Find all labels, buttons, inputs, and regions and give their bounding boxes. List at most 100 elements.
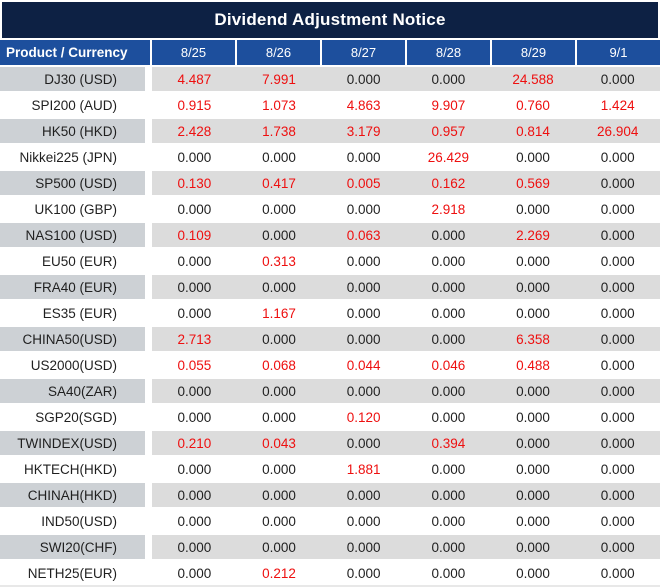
column-header-date: 8/26 — [235, 40, 320, 65]
table-row: TWINDEX(USD) 0.210 0.043 0.000 0.394 0.000 0.0… — [0, 429, 660, 455]
value-cell: 0.000 — [321, 379, 407, 403]
value-cell: 4.863 — [321, 93, 407, 117]
value-cell: 0.109 — [152, 223, 237, 247]
value-cell: 0.957 — [406, 119, 491, 143]
value-cell: 0.000 — [406, 379, 491, 403]
value-cell: 0.000 — [236, 457, 322, 481]
value-cell: 0.000 — [152, 483, 237, 507]
product-cell: ES35 (EUR) — [0, 301, 152, 325]
value-cell: 0.000 — [321, 535, 407, 559]
value-cell: 1.738 — [236, 119, 322, 143]
product-cell: SGP20(SGD) — [0, 405, 152, 429]
value-cell: 0.000 — [406, 249, 491, 273]
value-cell: 0.000 — [575, 457, 660, 481]
value-cell: 0.000 — [236, 405, 322, 429]
value-cell: 0.000 — [152, 379, 237, 403]
value-cell: 0.000 — [575, 171, 660, 195]
table-row: SWI20(CHF) 0.000 0.000 0.000 0.000 0.000 0.000 — [0, 533, 660, 559]
value-cell: 0.043 — [236, 431, 322, 455]
value-cell: 2.918 — [406, 197, 491, 221]
value-cell: 0.000 — [321, 327, 407, 351]
value-cell: 0.814 — [490, 119, 576, 143]
value-cell: 0.000 — [575, 561, 660, 585]
value-cell: 0.000 — [490, 431, 576, 455]
value-cell: 0.000 — [406, 405, 491, 429]
column-header-date: 8/28 — [405, 40, 490, 65]
table-row: NAS100 (USD) 0.109 0.000 0.063 0.000 2.269 0.0… — [0, 221, 660, 247]
value-cell: 0.000 — [406, 67, 491, 91]
product-cell: SP500 (USD) — [0, 171, 152, 195]
table-row: US2000(USD) 0.055 0.068 0.044 0.046 0.488 0.00… — [0, 351, 660, 377]
table-row: HKTECH(HKD) 0.000 0.000 1.881 0.000 0.000 0.00… — [0, 455, 660, 481]
value-cell: 0.000 — [490, 379, 576, 403]
table-row: IND50(USD) 0.000 0.000 0.000 0.000 0.000 0.000 — [0, 507, 660, 533]
value-cell: 0.000 — [406, 561, 491, 585]
product-cell: Nikkei225 (JPN) — [0, 145, 152, 169]
value-cell: 0.000 — [321, 431, 407, 455]
value-cell: 0.000 — [236, 197, 322, 221]
table-row: CHINAH(HKD) 0.000 0.000 0.000 0.000 0.000 0.00… — [0, 481, 660, 507]
value-cell: 0.760 — [490, 93, 576, 117]
value-cell: 0.000 — [406, 275, 491, 299]
table-row: SGP20(SGD) 0.000 0.000 0.120 0.000 0.000 0.000 — [0, 403, 660, 429]
value-cell: 0.000 — [236, 509, 322, 533]
value-cell: 0.044 — [321, 353, 407, 377]
value-cell: 26.904 — [575, 119, 660, 143]
value-cell: 0.569 — [490, 171, 576, 195]
page-title: Dividend Adjustment Notice — [214, 10, 446, 29]
value-cell: 2.713 — [152, 327, 237, 351]
value-cell: 0.417 — [236, 171, 322, 195]
value-cell: 0.068 — [236, 353, 322, 377]
value-cell: 0.000 — [490, 483, 576, 507]
product-cell: SA40(ZAR) — [0, 379, 152, 403]
value-cell: 0.000 — [575, 327, 660, 351]
value-cell: 0.000 — [490, 535, 576, 559]
value-cell: 2.428 — [152, 119, 237, 143]
value-cell: 0.000 — [152, 145, 237, 169]
value-cell: 0.000 — [406, 223, 491, 247]
value-cell: 0.000 — [575, 535, 660, 559]
column-header-date: 8/27 — [320, 40, 405, 65]
value-cell: 0.000 — [321, 249, 407, 273]
product-cell: FRA40 (EUR) — [0, 275, 152, 299]
value-cell: 0.000 — [152, 509, 237, 533]
value-cell: 0.313 — [236, 249, 322, 273]
value-cell: 0.162 — [406, 171, 491, 195]
value-cell: 1.167 — [236, 301, 322, 325]
value-cell: 0.000 — [406, 483, 491, 507]
value-cell: 0.000 — [490, 275, 576, 299]
value-cell: 0.394 — [406, 431, 491, 455]
value-cell: 0.000 — [321, 275, 407, 299]
product-cell: TWINDEX(USD) — [0, 431, 152, 455]
table-row: EU50 (EUR) 0.000 0.313 0.000 0.000 0.000 0.000 — [0, 247, 660, 273]
column-header-date: 8/29 — [490, 40, 575, 65]
value-cell: 9.907 — [406, 93, 491, 117]
table-row: HK50 (HKD) 2.428 1.738 3.179 0.957 0.814 26.90… — [0, 117, 660, 143]
value-cell: 0.000 — [490, 301, 576, 325]
table-row: DJ30 (USD) 4.487 7.991 0.000 0.000 24.588 0.00… — [0, 65, 660, 91]
value-cell: 0.000 — [236, 327, 322, 351]
value-cell: 7.991 — [236, 67, 322, 91]
product-cell: US2000(USD) — [0, 353, 152, 377]
value-cell: 0.000 — [152, 405, 237, 429]
value-cell: 26.429 — [406, 145, 491, 169]
value-cell: 0.000 — [152, 457, 237, 481]
column-header-product: Product / Currency — [6, 45, 128, 60]
value-cell: 0.000 — [236, 145, 322, 169]
value-cell: 0.000 — [321, 561, 407, 585]
value-cell: 0.000 — [575, 223, 660, 247]
table-row: SPI200 (AUD) 0.915 1.073 4.863 9.907 0.760 1.4… — [0, 91, 660, 117]
value-cell: 0.000 — [152, 275, 237, 299]
value-cell: 0.000 — [575, 431, 660, 455]
value-cell: 0.000 — [490, 197, 576, 221]
value-cell: 0.000 — [406, 327, 491, 351]
product-cell: IND50(USD) — [0, 509, 152, 533]
product-cell: SPI200 (AUD) — [0, 93, 152, 117]
value-cell: 2.269 — [490, 223, 576, 247]
bottom-strip — [0, 585, 660, 587]
value-cell: 0.000 — [490, 509, 576, 533]
value-cell: 0.000 — [152, 197, 237, 221]
table-row: NETH25(EUR) 0.000 0.212 0.000 0.000 0.000 0.00… — [0, 559, 660, 585]
table-row: FRA40 (EUR) 0.000 0.000 0.000 0.000 0.000 0.00… — [0, 273, 660, 299]
